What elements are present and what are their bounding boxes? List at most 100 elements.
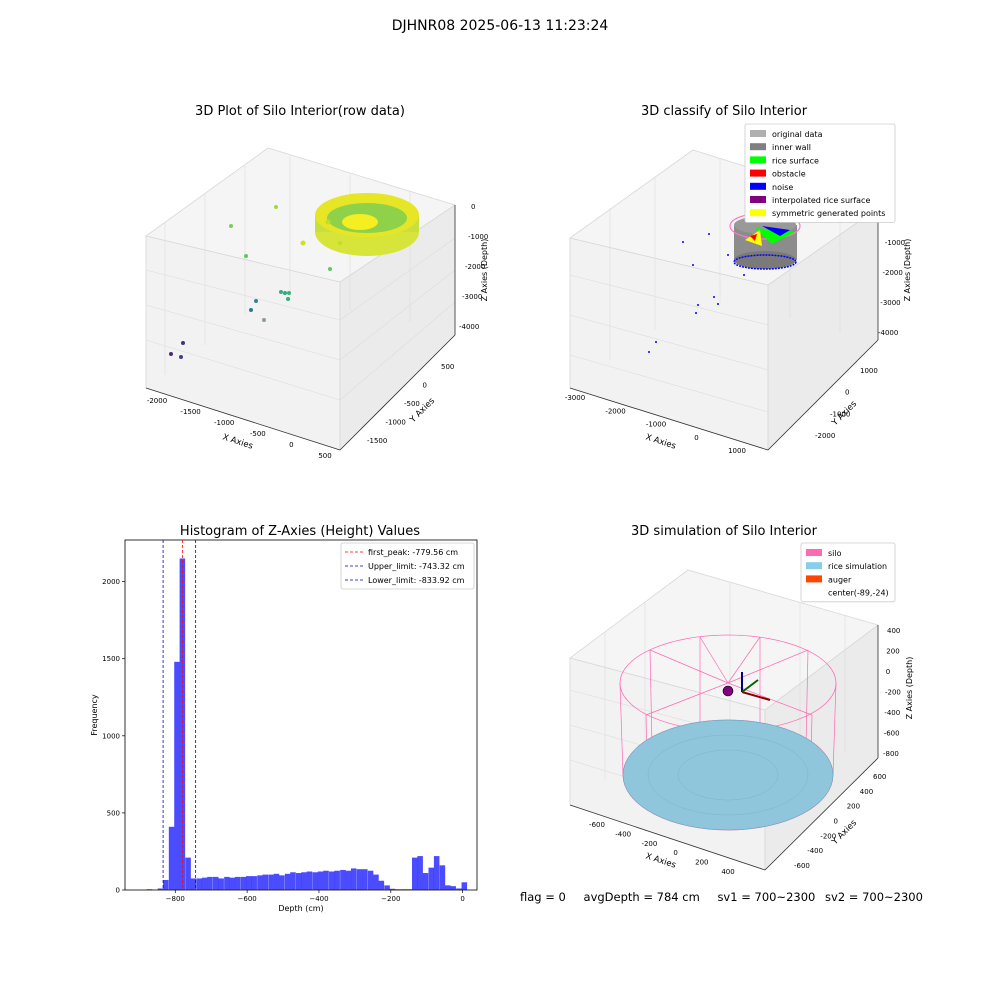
classify-y-tick: 0 <box>845 389 849 397</box>
raw-z-tick: -3000 <box>462 293 482 301</box>
raw-z-tick: 0 <box>471 203 475 211</box>
avg-depth-value: avgDepth = 784 cm <box>583 890 700 904</box>
simulation-zlabel: Z Axies (Depth) <box>905 657 914 720</box>
figure-title: DJHNR08 2025-06-13 11:23:24 <box>391 18 609 34</box>
histogram-y-tick: 2000 <box>102 578 120 586</box>
histogram-bar <box>224 876 230 890</box>
histogram-bar <box>340 869 346 890</box>
classify-plot-title: 3D classify of Silo Interior <box>640 104 808 119</box>
simulation-legend-swatch <box>806 575 822 583</box>
histogram-bar <box>273 873 280 890</box>
raw-x-tick: 500 <box>318 452 331 460</box>
classify-y-tick: -2000 <box>815 432 835 440</box>
simulation-x-tick: -600 <box>589 821 605 829</box>
classify-legend: original data inner wall rice surface obsta… <box>744 123 896 223</box>
histogram-bar <box>179 558 186 890</box>
raw-y-tick: -500 <box>404 400 420 408</box>
simulation-legend-entry: silo <box>828 549 842 558</box>
histogram-bar <box>185 857 191 890</box>
simulation-z-tick: 200 <box>886 648 899 656</box>
histogram-ylabel: Frequency <box>90 694 99 736</box>
histogram-bar <box>395 889 401 890</box>
simulation-legend-frame <box>800 542 896 603</box>
histogram-bar <box>163 879 169 890</box>
histogram-bar <box>356 869 363 890</box>
classify-legend-swatch <box>750 143 766 151</box>
histogram-bar <box>323 870 329 890</box>
raw-y-tick: 0 <box>423 382 427 390</box>
histogram-bar <box>168 826 175 890</box>
raw-y-tick: -1500 <box>367 437 387 445</box>
raw-z-tick: -1000 <box>468 233 488 241</box>
simulation-legend-entry: auger <box>828 575 852 584</box>
histogram-x-tick: 0 <box>460 895 464 903</box>
simulation-z-tick: 400 <box>887 627 900 635</box>
raw-silo-ring <box>315 193 419 256</box>
histogram-legend: first_peak: -779.56 cm Upper_limit: -743.… <box>340 542 475 590</box>
histogram-bar <box>218 878 224 890</box>
simulation-z-tick: -800 <box>883 750 899 758</box>
raw-z-tick: -2000 <box>465 263 485 271</box>
raw-plot: -2000 -1500 -1000 -500 0 500 500 0 -500 -1000 -15… <box>145 147 489 460</box>
histogram-bar <box>400 889 407 890</box>
classify-legend-entry: interpolated rice surface <box>772 196 870 205</box>
histogram-bar <box>306 871 313 890</box>
histogram-bar <box>411 857 418 890</box>
histogram-bar <box>257 875 263 890</box>
raw-zlabel: Z Axies (Depth) <box>480 239 489 302</box>
histogram-bar <box>439 865 446 890</box>
histogram-bar <box>417 856 423 890</box>
histogram-legend-entry: first_peak: -779.56 cm <box>368 548 458 557</box>
histogram-vlines <box>162 540 197 890</box>
histogram-bar <box>262 874 269 890</box>
raw-gridlines <box>145 156 456 401</box>
simulation-legend-swatch <box>806 562 822 570</box>
histogram-bar <box>461 882 468 890</box>
histogram-bar <box>174 661 180 890</box>
classify-legend-swatch <box>750 169 766 177</box>
histogram-bar <box>384 885 390 890</box>
simulation-z-tick: 0 <box>886 668 890 676</box>
classify-legend-frame <box>744 123 896 223</box>
histogram-x-tick: −400 <box>309 895 328 903</box>
classify-x-tick: -1000 <box>646 421 666 429</box>
histogram-bar <box>317 871 324 890</box>
simulation-x-tick: -200 <box>641 840 657 848</box>
simulation-x-tick: 0 <box>673 849 677 857</box>
classify-y-tick: 1000 <box>860 367 878 375</box>
histogram-bar <box>389 888 396 890</box>
flag-value: flag = 0 <box>520 890 566 904</box>
simulation-z-tick: -600 <box>884 730 900 738</box>
raw-scatter-points <box>169 205 342 359</box>
classify-legend-entry: noise <box>772 183 793 192</box>
classify-z-tick: -4000 <box>878 329 898 337</box>
histogram-y-tick: 500 <box>107 809 120 817</box>
histogram-bar <box>329 871 335 890</box>
simulation-rice-surface <box>622 719 834 831</box>
histogram-bar <box>207 876 213 890</box>
simulation-y-tick: 400 <box>860 788 873 796</box>
histogram-xlabel: Depth (cm) <box>278 904 323 913</box>
histogram-bar <box>229 877 236 890</box>
histogram-bar <box>190 878 197 890</box>
classify-y-tick: -1000 <box>830 410 850 418</box>
histogram-bar <box>213 876 219 890</box>
classify-noise-points <box>648 233 745 353</box>
classify-legend-swatch <box>750 209 766 217</box>
histogram-bar <box>301 872 307 890</box>
classify-legend-entry: symmetric generated points <box>772 209 885 218</box>
classify-zlabel: Z Axies (Depth) <box>903 239 912 302</box>
simulation-legend-entry: rice simulation <box>828 562 887 571</box>
histogram-bar <box>345 870 352 890</box>
histogram-bar <box>378 880 385 890</box>
classify-panes <box>569 149 879 451</box>
histogram-legend-entry: Lower_limit: -833.92 cm <box>368 576 465 585</box>
raw-x-tick: 0 <box>289 441 293 449</box>
classify-legend-swatch <box>750 156 766 164</box>
classify-xlabel: X Axies <box>644 432 677 451</box>
histogram-bar <box>157 888 164 890</box>
histogram-bar <box>367 870 374 890</box>
raw-y-tick: 500 <box>441 363 454 371</box>
